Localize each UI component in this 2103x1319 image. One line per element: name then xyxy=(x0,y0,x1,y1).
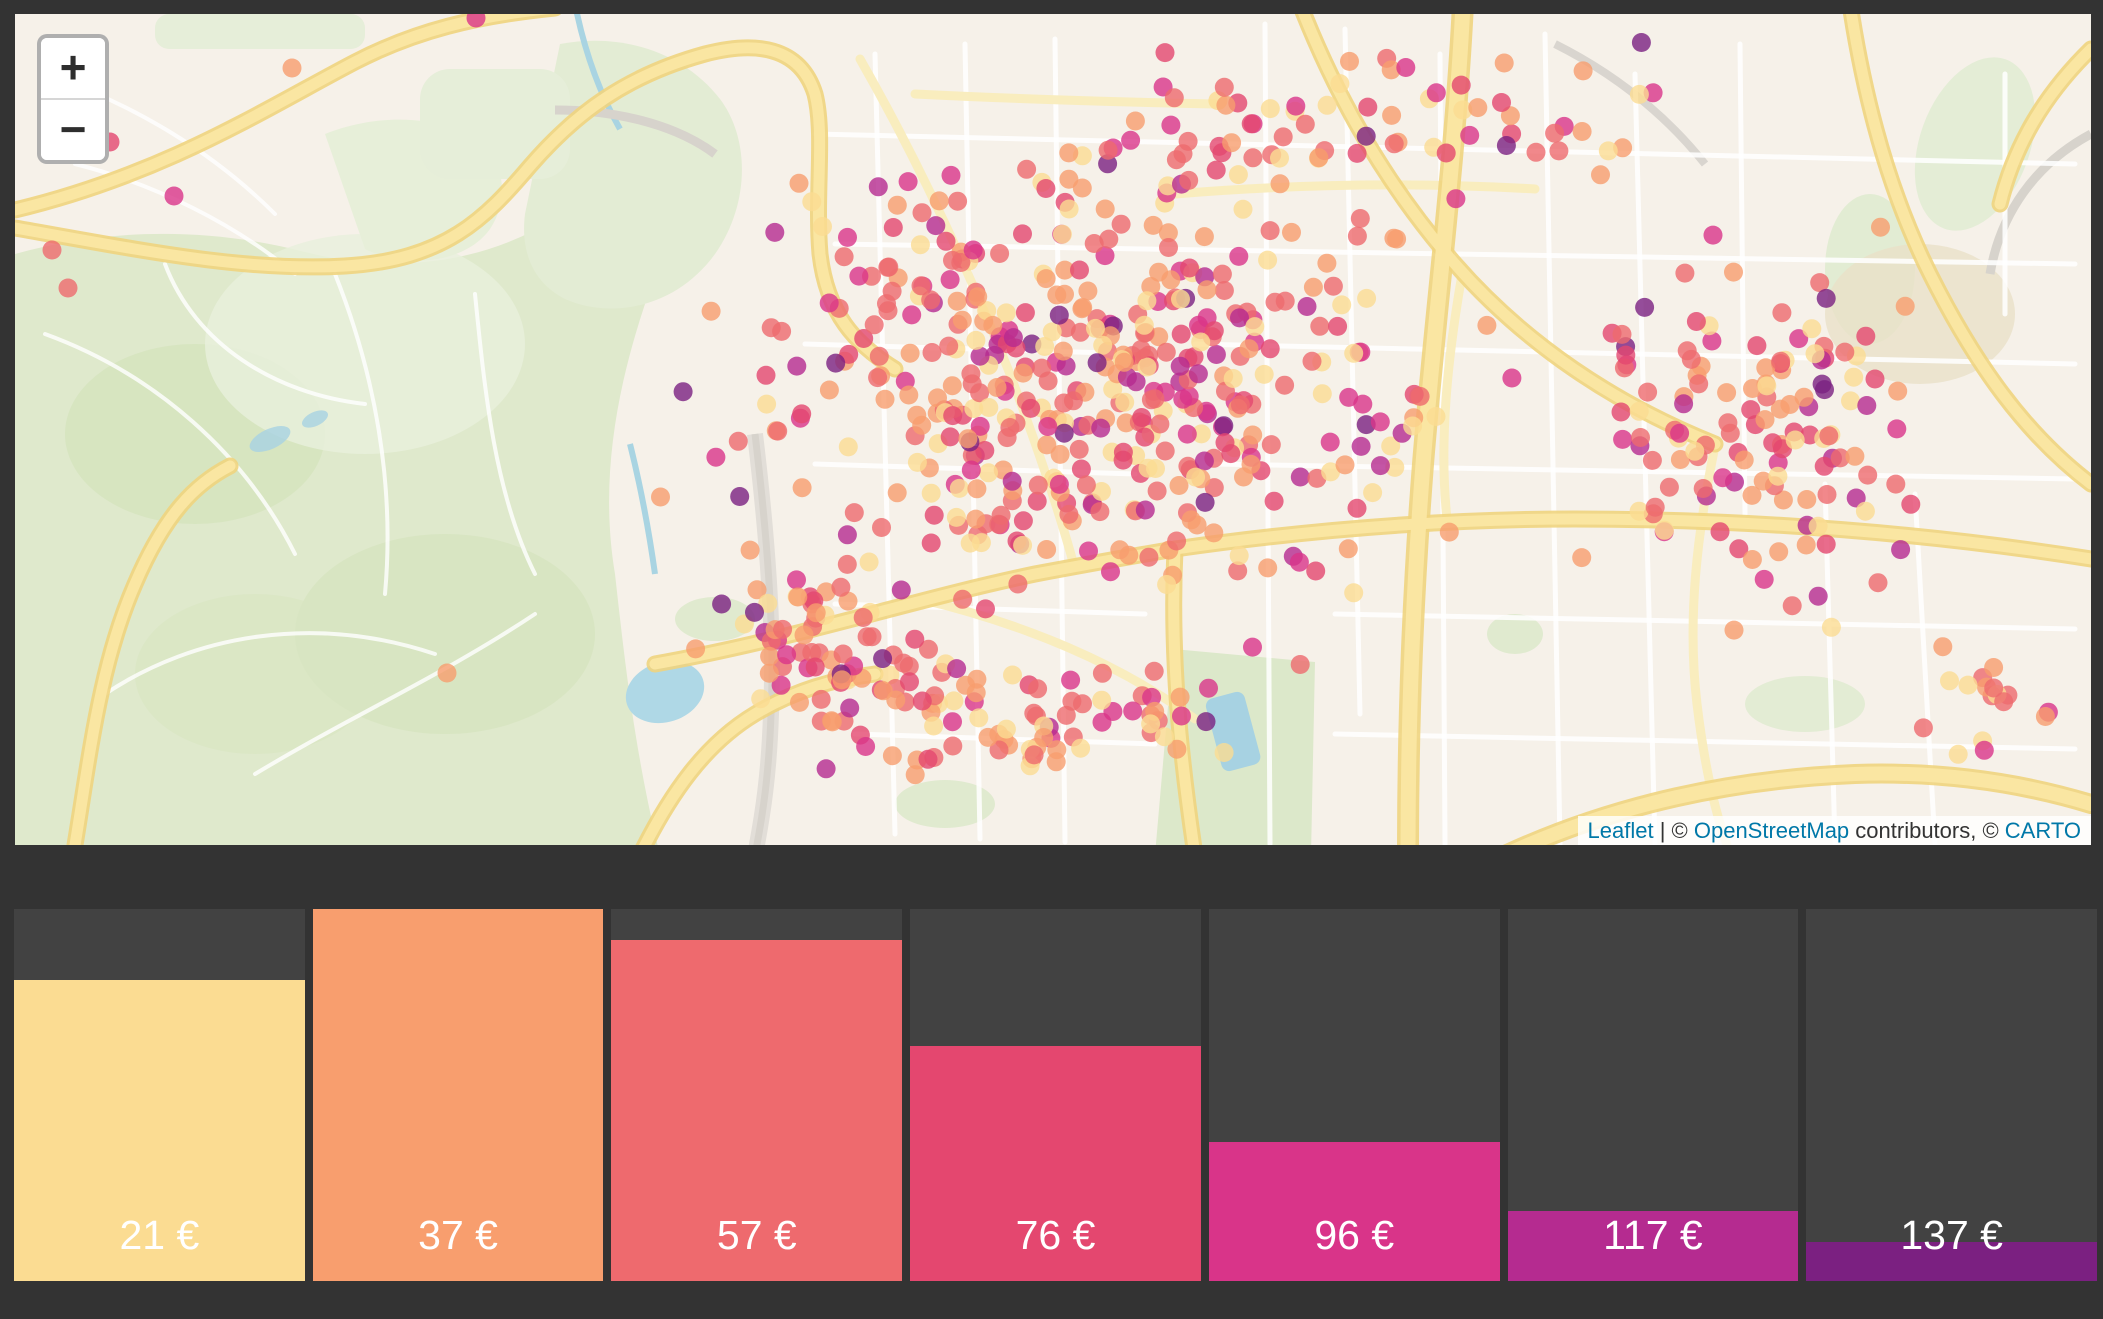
price-bin-column[interactable]: 37 € xyxy=(312,909,604,1281)
price-bar xyxy=(1806,1241,2098,1281)
price-markers-layer[interactable] xyxy=(42,14,2058,785)
price-bar-label: 117 € xyxy=(1603,1212,1703,1258)
attribution-link[interactable]: Leaflet xyxy=(1587,818,1654,843)
price-bin-column[interactable]: 76 € xyxy=(910,909,1201,1281)
map-artwork xyxy=(15,14,2091,845)
price-bin-column[interactable]: 57 € xyxy=(611,909,903,1281)
price-bar xyxy=(910,1045,1201,1281)
attribution-text: | © xyxy=(1653,818,1694,843)
price-bar xyxy=(312,909,604,1281)
price-bar-label: 21 € xyxy=(119,1212,200,1258)
attribution: Leaflet | © OpenStreetMap contributors, … xyxy=(1577,816,2091,845)
zoom-out-button[interactable]: − xyxy=(41,98,105,160)
price-bin-column[interactable]: 137 € xyxy=(1806,909,2098,1281)
price-bin-column[interactable]: 21 € xyxy=(14,909,305,1281)
attribution-link[interactable]: OpenStreetMap xyxy=(1693,818,1850,843)
price-bar xyxy=(611,939,903,1281)
price-bar-label: 76 € xyxy=(1015,1212,1096,1258)
price-bar-label: 57 € xyxy=(716,1212,797,1258)
map[interactable]: + − Leaflet | © OpenStreetMap contributo… xyxy=(15,14,2091,845)
price-bar xyxy=(14,979,305,1281)
price-bar-label: 137 € xyxy=(1900,1212,2003,1258)
attribution-link[interactable]: CARTO xyxy=(2004,818,2081,843)
price-bar xyxy=(1507,1211,1799,1281)
price-bin-column[interactable]: 117 € xyxy=(1507,909,1799,1281)
parks-layer xyxy=(15,14,2036,845)
price-bar xyxy=(1208,1142,1500,1281)
zoom-in-button[interactable]: + xyxy=(41,38,105,98)
price-bar-label: 37 € xyxy=(418,1212,498,1258)
price-histogram: 21 € 37 € 57 € 76 € 96 € 117 € 137 € xyxy=(14,909,2098,1281)
price-bar-label: 96 € xyxy=(1314,1212,1395,1258)
price-bin-column[interactable]: 96 € xyxy=(1208,909,1500,1281)
attribution-text: contributors, © xyxy=(1849,818,2005,843)
zoom-control: + − xyxy=(37,34,109,164)
